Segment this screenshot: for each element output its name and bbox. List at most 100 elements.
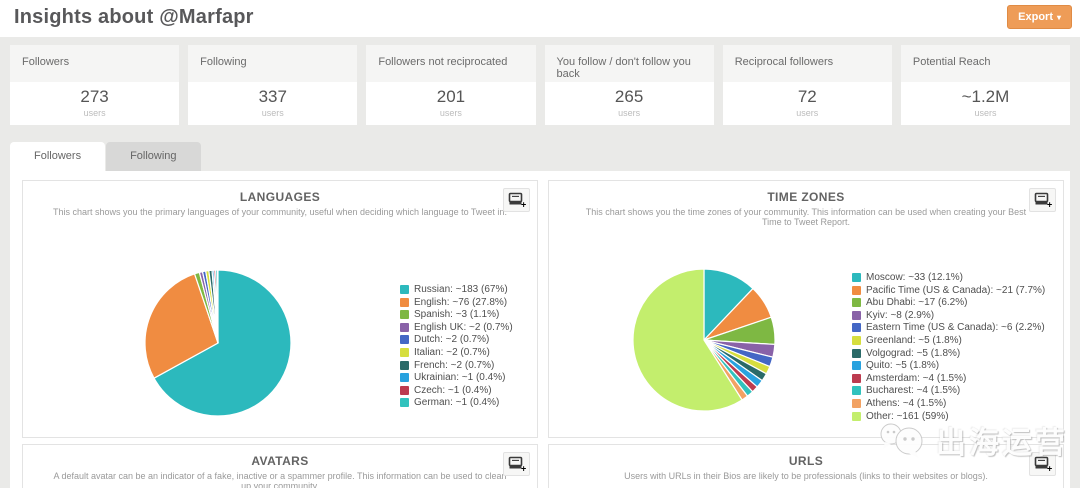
chart-subtitle: This chart shows you the primary languag…	[53, 207, 507, 217]
legend-item[interactable]: Other: ~161 (59%)	[852, 411, 1045, 422]
export-chart-button[interactable]: +	[503, 452, 530, 476]
legend-item[interactable]: Bucharest: ~4 (1.5%)	[852, 385, 1045, 396]
stat-label: Followers not reciprocated	[366, 45, 536, 82]
chart-subtitle: Users with URLs in their Bios are likely…	[624, 471, 988, 481]
pie-slice-english[interactable]	[144, 273, 219, 379]
export-chart-icon: +	[508, 192, 526, 208]
stat-value: 337	[258, 87, 287, 106]
chart-title: TIME ZONES	[767, 190, 845, 204]
tab-content-panel: LANGUAGES This chart shows you the prima…	[10, 171, 1070, 488]
stat-unit: users	[618, 108, 641, 118]
chart-title: URLS	[788, 454, 824, 468]
legend-swatch	[400, 335, 409, 345]
stats-row: Followers 273 users Following 337 users Fo…	[10, 45, 1071, 125]
stat-label: Potential Reach	[900, 45, 1071, 82]
export-chart-icon: +	[1034, 456, 1052, 472]
stat-value: 273	[80, 87, 109, 106]
legend-item[interactable]: Abu Dhabi: ~17 (6.2%)	[852, 297, 1045, 308]
legend-item[interactable]: German: ~1 (0.4%)	[400, 397, 513, 408]
legend-item[interactable]: Moscow: ~33 (12.1%)	[852, 272, 1045, 283]
legend-label: Athens: ~4 (1.5%)	[866, 397, 947, 409]
legend-swatch	[400, 310, 409, 320]
pie-slice-other[interactable]	[632, 268, 743, 412]
stat-card-not-reciprocated: Followers not reciprocated 201 users	[366, 45, 536, 125]
legend-swatch	[400, 322, 409, 332]
legend-item[interactable]: Dutch: ~2 (0.7%)	[400, 334, 513, 345]
legend-label: Moscow: ~33 (12.1%)	[866, 272, 963, 283]
legend-item[interactable]: French: ~2 (0.7%)	[400, 360, 513, 371]
legend-label: Quito: ~5 (1.8%)	[866, 360, 940, 372]
legend-swatch	[852, 398, 861, 408]
stat-label: You follow / don't follow you back	[544, 45, 714, 82]
legend-swatch	[852, 361, 861, 371]
stat-value: 265	[614, 87, 644, 106]
timezones-legend: Moscow: ~33 (12.1%) Pacific Time (US & Ca…	[852, 272, 1045, 422]
legend-swatch	[852, 373, 861, 383]
legend-swatch	[400, 385, 409, 395]
legend-label: Volgograd: ~5 (1.8%)	[866, 347, 961, 359]
export-chart-button[interactable]: +	[1029, 188, 1056, 212]
tab-followers[interactable]: Followers	[10, 142, 106, 171]
legend-swatch	[852, 335, 861, 345]
legend-item[interactable]: English UK: ~2 (0.7%)	[400, 322, 513, 333]
languages-chart-card: LANGUAGES This chart shows you the prima…	[22, 180, 538, 438]
legend-item[interactable]: Quito: ~5 (1.8%)	[852, 360, 1045, 371]
stat-label: Following	[188, 45, 358, 82]
stat-card-followers: Followers 273 users	[10, 45, 180, 125]
stat-value: 72	[797, 87, 817, 106]
legend-label: Eastern Time (US & Canada): ~6 (2.2%)	[866, 322, 1045, 334]
page-title: Insights about @Marfapr	[14, 6, 254, 28]
legend-item[interactable]: Czech: ~1 (0.4%)	[400, 385, 513, 396]
stat-card-following: Following 337 users	[188, 45, 358, 125]
stat-unit: users	[261, 108, 284, 118]
legend-label: English: ~76 (27.8%)	[414, 296, 508, 308]
legend-item[interactable]: Athens: ~4 (1.5%)	[852, 398, 1045, 409]
stat-card-potential-reach: Potential Reach ~1.2M users	[900, 45, 1071, 125]
chart-subtitle: A default avatar can be an indicator of …	[53, 471, 507, 488]
legend-item[interactable]: Greenland: ~5 (1.8%)	[852, 335, 1045, 346]
export-chart-icon: +	[1034, 192, 1052, 208]
export-button[interactable]: Export ▾	[1007, 5, 1072, 29]
tab-following[interactable]: Following	[106, 142, 201, 171]
legend-label: Ukrainian: ~1 (0.4%)	[414, 372, 506, 384]
stat-unit: users	[83, 108, 106, 118]
legend-item[interactable]: Volgograd: ~5 (1.8%)	[852, 348, 1045, 359]
legend-item[interactable]: Pacific Time (US & Canada): ~21 (7.7%)	[852, 285, 1045, 296]
languages-pie-chart	[144, 269, 292, 417]
legend-swatch	[852, 298, 861, 308]
svg-text:+: +	[1047, 464, 1052, 473]
export-chart-button[interactable]: +	[503, 188, 530, 212]
legend-item[interactable]: English: ~76 (27.8%)	[400, 297, 513, 308]
stat-card-dont-follow-back: You follow / don't follow you back 265 us…	[544, 45, 714, 125]
svg-text:+: +	[521, 464, 526, 473]
stat-label: Followers	[10, 45, 180, 82]
legend-label: Russian: ~183 (67%)	[414, 284, 508, 295]
legend-label: Dutch: ~2 (0.7%)	[414, 334, 490, 346]
legend-label: Bucharest: ~4 (1.5%)	[866, 385, 961, 397]
header-bar: Insights about @Marfapr Export ▾	[0, 0, 1080, 37]
legend-item[interactable]: Italian: ~2 (0.7%)	[400, 347, 513, 358]
legend-swatch	[852, 348, 861, 358]
legend-swatch	[400, 347, 409, 357]
legend-item[interactable]: Russian: ~183 (67%)	[400, 284, 513, 295]
legend-item[interactable]: Eastern Time (US & Canada): ~6 (2.2%)	[852, 322, 1045, 333]
legend-item[interactable]: Kyiv: ~8 (2.9%)	[852, 310, 1045, 321]
legend-swatch	[852, 285, 861, 295]
legend-label: Czech: ~1 (0.4%)	[414, 384, 492, 396]
export-button-label: Export	[1018, 11, 1053, 23]
chart-subtitle: This chart shows you the time zones of y…	[585, 207, 1027, 227]
languages-legend: Russian: ~183 (67%) English: ~76 (27.8%) S…	[400, 284, 513, 408]
legend-item[interactable]: Spanish: ~3 (1.1%)	[400, 309, 513, 320]
caret-down-icon: ▾	[1056, 13, 1061, 22]
legend-label: French: ~2 (0.7%)	[414, 359, 495, 371]
pie-slice-german[interactable]	[215, 269, 219, 344]
legend-swatch	[852, 323, 861, 333]
export-chart-icon: +	[508, 456, 526, 472]
chart-title: LANGUAGES	[239, 190, 321, 204]
legend-swatch	[852, 386, 861, 396]
pie-slice-russian[interactable]	[153, 269, 292, 417]
legend-item[interactable]: Amsterdam: ~4 (1.5%)	[852, 373, 1045, 384]
legend-label: Abu Dhabi: ~17 (6.2%)	[866, 297, 968, 309]
export-chart-button[interactable]: +	[1029, 452, 1056, 476]
legend-item[interactable]: Ukrainian: ~1 (0.4%)	[400, 372, 513, 383]
